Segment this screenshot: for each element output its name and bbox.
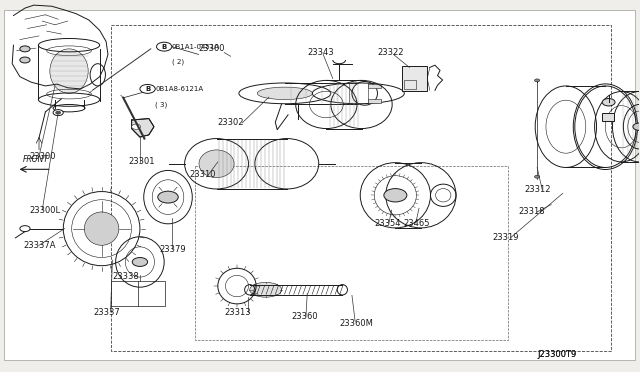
Circle shape [20, 226, 30, 232]
Bar [404, 80, 416, 89]
Circle shape [132, 124, 141, 129]
Text: 23300L: 23300L [29, 206, 61, 215]
Text: 23319: 23319 [492, 233, 519, 243]
Text: 23360: 23360 [291, 312, 318, 321]
Text: 23338: 23338 [113, 272, 140, 281]
Circle shape [633, 123, 640, 131]
Circle shape [158, 191, 178, 203]
Text: 23465: 23465 [403, 219, 429, 228]
Text: ( 2): ( 2) [172, 59, 184, 65]
Text: B: B [161, 44, 167, 49]
Text: ( 3): ( 3) [156, 101, 168, 108]
Circle shape [132, 257, 148, 266]
Circle shape [534, 175, 540, 178]
Polygon shape [132, 119, 154, 137]
Text: J23300T9: J23300T9 [537, 350, 577, 359]
Text: 0B1A1-0451A: 0B1A1-0451A [172, 44, 220, 49]
Text: 23318: 23318 [518, 208, 545, 217]
Circle shape [384, 189, 407, 202]
Circle shape [157, 42, 172, 51]
Text: 23360M: 23360M [339, 319, 373, 328]
Text: B: B [145, 86, 150, 92]
Ellipse shape [50, 49, 88, 93]
Text: 23312: 23312 [524, 185, 551, 194]
Bar [402, 65, 428, 92]
Ellipse shape [257, 87, 312, 100]
Text: 23301: 23301 [129, 157, 155, 166]
Text: 23354: 23354 [374, 219, 401, 228]
Text: 23343: 23343 [307, 48, 334, 57]
Ellipse shape [84, 212, 119, 245]
Text: J23300T9: J23300T9 [537, 350, 577, 359]
Ellipse shape [250, 282, 282, 297]
Circle shape [53, 110, 63, 116]
Text: 23310: 23310 [189, 170, 216, 179]
Circle shape [534, 79, 540, 82]
Circle shape [20, 46, 30, 52]
Text: 0B1A8-6121A: 0B1A8-6121A [156, 86, 204, 92]
Text: 23379: 23379 [159, 244, 186, 253]
Bar [111, 280, 165, 307]
Text: 23313: 23313 [224, 308, 251, 317]
Text: FRONT: FRONT [23, 155, 49, 164]
Text: 23337: 23337 [93, 308, 120, 317]
Text: 23322: 23322 [378, 48, 404, 57]
Text: 23302: 23302 [218, 119, 244, 128]
Bar [368, 84, 381, 88]
Circle shape [140, 84, 156, 93]
Text: 23337A: 23337A [23, 241, 56, 250]
Circle shape [602, 99, 615, 106]
Circle shape [56, 111, 61, 114]
Text: 23300: 23300 [198, 44, 225, 53]
Circle shape [20, 57, 30, 63]
Text: 23300: 23300 [29, 152, 56, 161]
Ellipse shape [199, 150, 234, 177]
Bar [368, 99, 381, 103]
Bar [602, 113, 614, 121]
